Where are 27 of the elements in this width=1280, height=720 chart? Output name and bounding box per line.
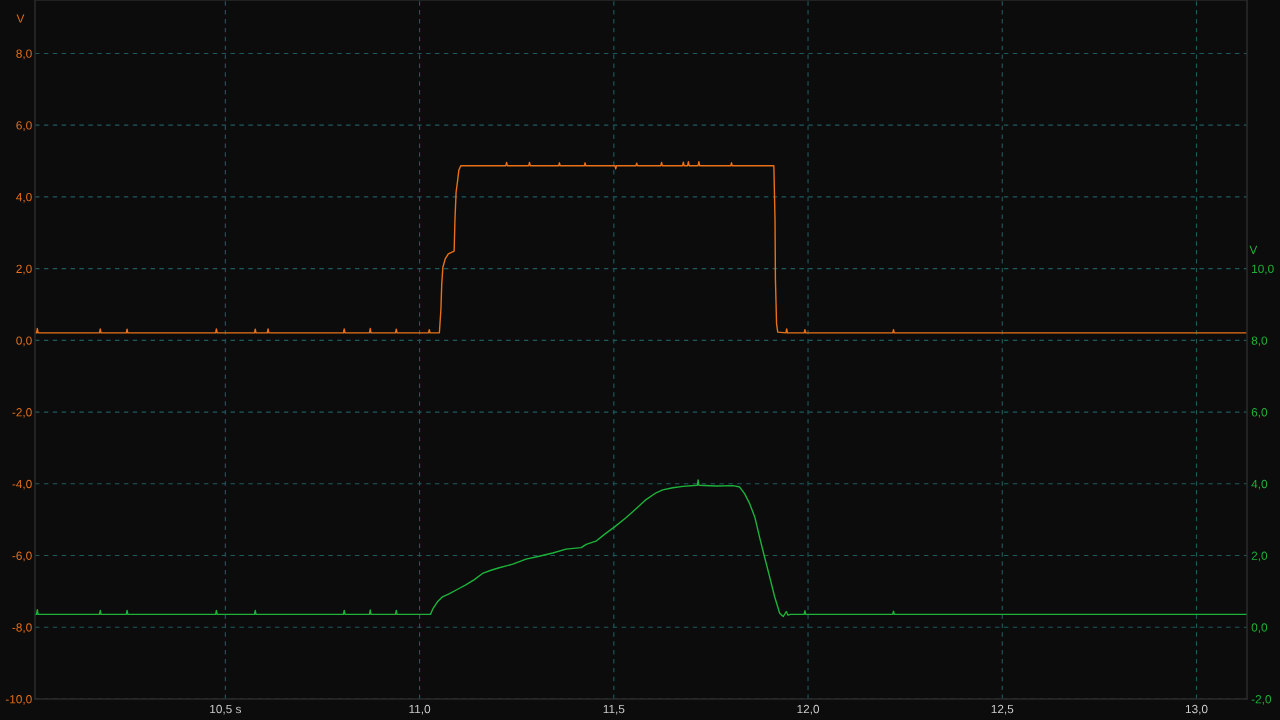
y2-tick-label: 0,0 [1251, 623, 1268, 634]
y2-tick-label: -2,0 [1251, 695, 1272, 705]
y2-tick-label: 4,0 [1251, 479, 1268, 490]
y-tick-label: 6,0 [16, 121, 32, 131]
y-axis-title: V [16, 14, 25, 23]
y-tick-label: 8,0 [16, 49, 32, 60]
y2-tick-label: 10,0 [1252, 264, 1274, 275]
y-tick-label: -2,0 [12, 408, 32, 418]
y-tick-label: 2,0 [16, 264, 32, 275]
y-tick-label: -10,0 [5, 695, 32, 705]
y2-tick-label: 8,0 [1251, 336, 1268, 347]
x-tick-label: 13,0 [1185, 704, 1208, 715]
y2-axis-title: V [1249, 245, 1258, 254]
x-tick-label: 12,0 [797, 704, 820, 715]
line-series [35, 161, 1247, 334]
x-tick-label: 12,5 [991, 704, 1014, 715]
y-tick-label: 4,0 [16, 192, 32, 203]
x-tick-label: 11,0 [409, 704, 431, 715]
x-tick-label: 10,5 s [210, 704, 241, 715]
y-tick-label: -6,0 [12, 551, 32, 562]
y-tick-label: -4,0 [12, 479, 32, 490]
y-tick-label: -8,0 [12, 623, 32, 634]
y2-tick-label: 6,0 [1251, 408, 1268, 418]
x-tick-label: 11,5 [603, 704, 625, 715]
y2-tick-label: 2,0 [1251, 551, 1268, 562]
line-series [35, 479, 1247, 618]
y-tick-label: 0,0 [16, 336, 32, 347]
